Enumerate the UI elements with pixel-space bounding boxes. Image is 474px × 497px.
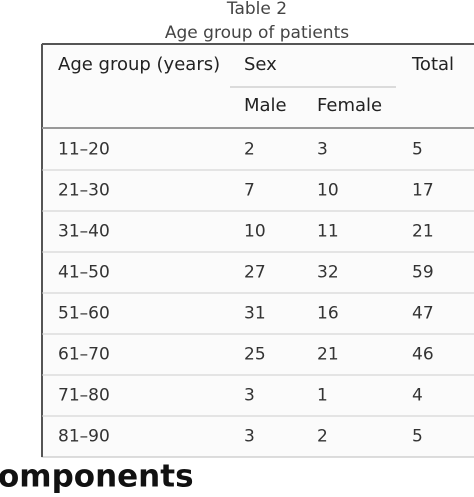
total-cell: 21 [412, 222, 434, 242]
table-box [41, 43, 474, 458]
age-group-cell: 31–40 [58, 222, 110, 242]
table-title: Age group of patients [165, 23, 349, 43]
total-cell: 46 [412, 345, 434, 365]
female-cell: 16 [317, 304, 339, 324]
female-cell: 11 [317, 222, 339, 242]
total-cell: 5 [412, 140, 423, 160]
header-male: Male [244, 95, 287, 116]
male-cell: 25 [244, 345, 266, 365]
female-cell: 10 [317, 181, 339, 201]
male-cell: 2 [244, 140, 255, 160]
header-age-group: Age group (years) [58, 54, 220, 75]
age-group-cell: 21–30 [58, 181, 110, 201]
male-cell: 7 [244, 181, 255, 201]
header-female: Female [317, 95, 382, 116]
male-cell: 27 [244, 263, 266, 283]
female-cell: 3 [317, 140, 328, 160]
age-group-cell: 71–80 [58, 386, 110, 406]
age-group-cell: 81–90 [58, 427, 110, 447]
female-cell: 1 [317, 386, 328, 406]
table-label: Table 2 [226, 0, 287, 19]
male-cell: 3 [244, 386, 255, 406]
male-cell: 31 [244, 304, 266, 324]
total-cell: 47 [412, 304, 434, 324]
male-cell: 10 [244, 222, 266, 242]
header-total: Total [411, 54, 454, 75]
female-cell: 2 [317, 427, 328, 447]
total-cell: 4 [412, 386, 423, 406]
footer-heading: omponents [0, 459, 194, 495]
female-cell: 32 [317, 263, 339, 283]
total-cell: 59 [412, 263, 434, 283]
total-cell: 5 [412, 427, 423, 447]
total-cell: 17 [412, 181, 434, 201]
female-cell: 21 [317, 345, 339, 365]
header-sex: Sex [244, 54, 277, 75]
age-group-cell: 51–60 [58, 304, 110, 324]
age-group-cell: 61–70 [58, 345, 110, 365]
male-cell: 3 [244, 427, 255, 447]
age-group-cell: 11–20 [58, 140, 110, 160]
age-group-cell: 41–50 [58, 263, 110, 283]
